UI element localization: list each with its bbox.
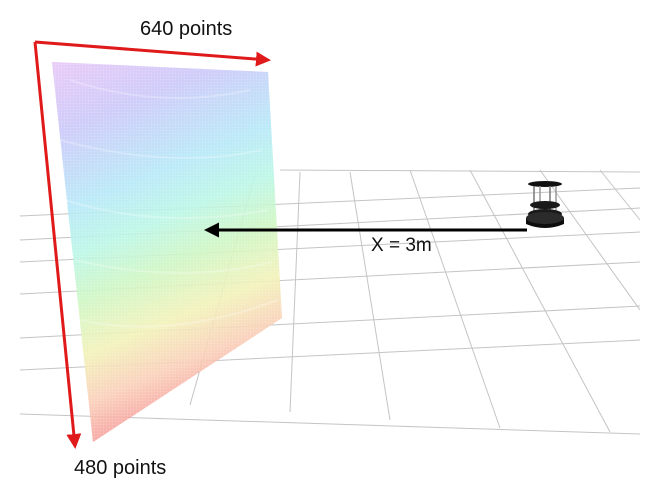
width-dimension-arrow — [34, 40, 271, 67]
distance-label: X = 3m — [371, 235, 432, 256]
point-cloud — [52, 62, 282, 442]
width-label: 640 points — [140, 18, 233, 40]
height-label: 480 points — [74, 457, 167, 479]
height-dimension-arrow — [33, 41, 82, 449]
robot-icon — [526, 181, 564, 228]
